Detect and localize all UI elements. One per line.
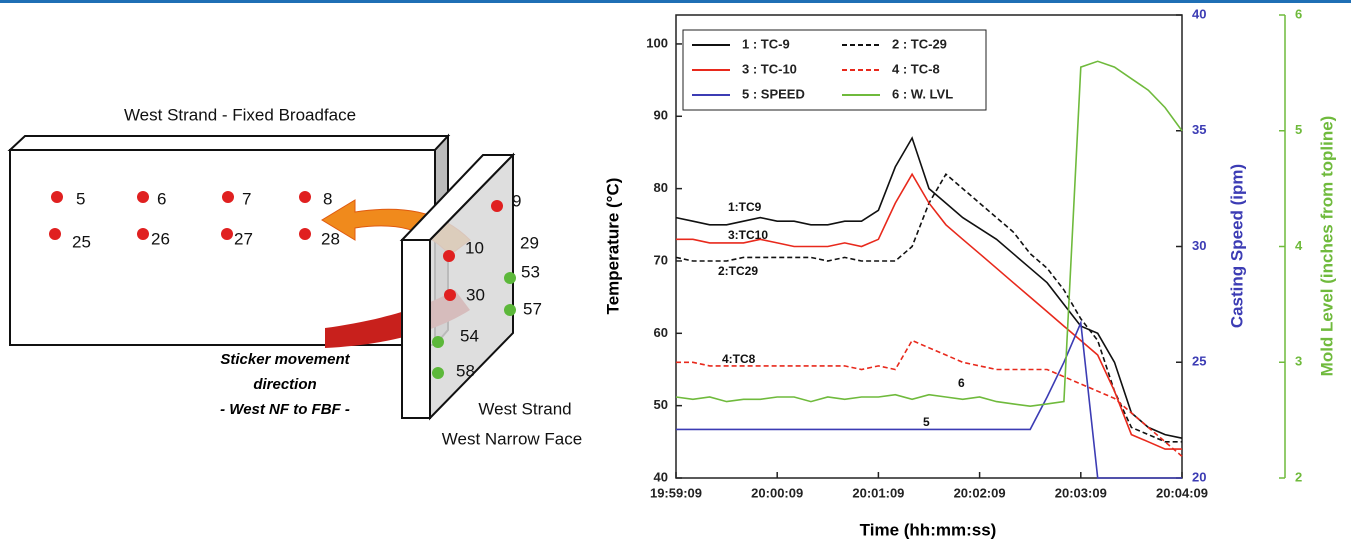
y3-tick-label: 6 bbox=[1295, 6, 1302, 21]
annotation: 2:TC29 bbox=[718, 264, 758, 278]
point-label: 29 bbox=[520, 233, 539, 252]
thermocouple-dot bbox=[137, 228, 149, 240]
y-tick-label: 80 bbox=[654, 180, 668, 195]
point-label: 7 bbox=[242, 189, 251, 208]
thermocouple-dot bbox=[443, 250, 455, 262]
y-tick-label: 40 bbox=[654, 469, 668, 484]
legend-label: 5 : SPEED bbox=[742, 86, 805, 101]
series-line bbox=[676, 339, 1183, 457]
thermocouple-dot bbox=[49, 228, 61, 240]
strand-label: West Strand bbox=[478, 399, 571, 418]
diagram-title: West Strand - Fixed Broadface bbox=[124, 105, 356, 124]
series-line bbox=[675, 60, 1183, 408]
thermocouple-dot bbox=[137, 191, 149, 203]
thermocouple-dot bbox=[51, 191, 63, 203]
y2-tick-label: 20 bbox=[1192, 469, 1206, 484]
legend-label: 2 : TC-29 bbox=[892, 36, 947, 51]
y2-axis-label: Casting Speed (ipm) bbox=[1227, 164, 1246, 328]
legend-label: 4 : TC-8 bbox=[892, 61, 940, 76]
annotation: 5 bbox=[923, 415, 930, 429]
point-label: 58 bbox=[456, 361, 475, 380]
caption-line: Sticker movement bbox=[220, 351, 350, 368]
point-label: 57 bbox=[523, 299, 542, 318]
strand-label: West Narrow Face bbox=[442, 429, 582, 448]
thermocouple-dot bbox=[221, 228, 233, 240]
broadface-points: 5 6 7 8 25 26 27 28 bbox=[49, 189, 340, 251]
legend-label: 6 : W. LVL bbox=[892, 86, 953, 101]
y2-tick-label: 40 bbox=[1192, 6, 1206, 21]
point-label: 27 bbox=[234, 229, 253, 248]
x-tick-label: 20:01:09 bbox=[852, 485, 904, 500]
legend-label: 1 : TC-9 bbox=[742, 36, 790, 51]
top-rule bbox=[0, 0, 1351, 3]
caption-line: - West NF to FBF - bbox=[220, 401, 350, 418]
x-tick-label: 20:04:09 bbox=[1156, 485, 1208, 500]
thermocouple-dot bbox=[432, 336, 444, 348]
legend-label: 3 : TC-10 bbox=[742, 61, 797, 76]
caption-line: direction bbox=[253, 376, 316, 393]
series-line bbox=[675, 136, 1183, 439]
y-tick-label: 100 bbox=[646, 35, 668, 50]
thermocouple-dot bbox=[432, 367, 444, 379]
thermocouple-dot bbox=[299, 191, 311, 203]
series-line bbox=[676, 172, 1182, 450]
y-tick-label: 60 bbox=[654, 325, 668, 340]
point-label: 10 bbox=[465, 238, 484, 257]
y-axis-label: Temperature (°C) bbox=[603, 178, 622, 315]
y3-tick-label: 4 bbox=[1295, 238, 1303, 253]
legend-box bbox=[682, 29, 987, 111]
y2-tick-label: 35 bbox=[1192, 122, 1206, 137]
x-tick-label: 20:03:09 bbox=[1055, 485, 1107, 500]
x-tick-label: 20:02:09 bbox=[954, 485, 1006, 500]
point-label: 8 bbox=[323, 189, 332, 208]
point-label: 25 bbox=[72, 232, 91, 251]
y-tick-label: 70 bbox=[654, 252, 668, 267]
point-label: 30 bbox=[466, 285, 485, 304]
thermocouple-dot bbox=[222, 191, 234, 203]
point-label: 9 bbox=[512, 191, 521, 210]
x-tick-label: 20:00:09 bbox=[751, 485, 803, 500]
annotation: 1:TC9 bbox=[728, 200, 762, 214]
narrowface-slab bbox=[399, 152, 516, 421]
annotation: 4:TC8 bbox=[722, 352, 756, 366]
series-line bbox=[676, 319, 1182, 479]
thermocouple-dot bbox=[491, 200, 503, 212]
thermocouple-dot bbox=[299, 228, 311, 240]
thermocouple-dot bbox=[504, 304, 516, 316]
point-label: 54 bbox=[460, 326, 479, 345]
y3-tick-label: 5 bbox=[1295, 122, 1302, 137]
narrowface-points: 9 29 10 30 53 57 54 58 bbox=[432, 191, 542, 380]
y-tick-label: 90 bbox=[654, 108, 668, 123]
y2-tick-label: 25 bbox=[1192, 354, 1206, 369]
point-label: 28 bbox=[321, 229, 340, 248]
y2-tick-label: 30 bbox=[1192, 238, 1206, 253]
series-line bbox=[675, 172, 1182, 443]
thermocouple-dot bbox=[444, 289, 456, 301]
y3-axis-label: Mold Level (inches from topline) bbox=[1317, 116, 1336, 377]
point-label: 6 bbox=[157, 189, 166, 208]
thermocouple-dot bbox=[504, 272, 516, 284]
y-tick-label: 50 bbox=[654, 397, 668, 412]
x-axis-label: Time (hh:mm:ss) bbox=[860, 520, 997, 539]
x-tick-label: 19:59:09 bbox=[650, 485, 702, 500]
point-label: 53 bbox=[521, 262, 540, 281]
point-label: 5 bbox=[76, 189, 85, 208]
point-label: 26 bbox=[151, 229, 170, 248]
annotation: 6 bbox=[958, 376, 965, 390]
y3-tick-label: 2 bbox=[1295, 469, 1302, 484]
y3-tick-label: 3 bbox=[1295, 354, 1302, 369]
annotation: 3:TC10 bbox=[728, 228, 768, 242]
